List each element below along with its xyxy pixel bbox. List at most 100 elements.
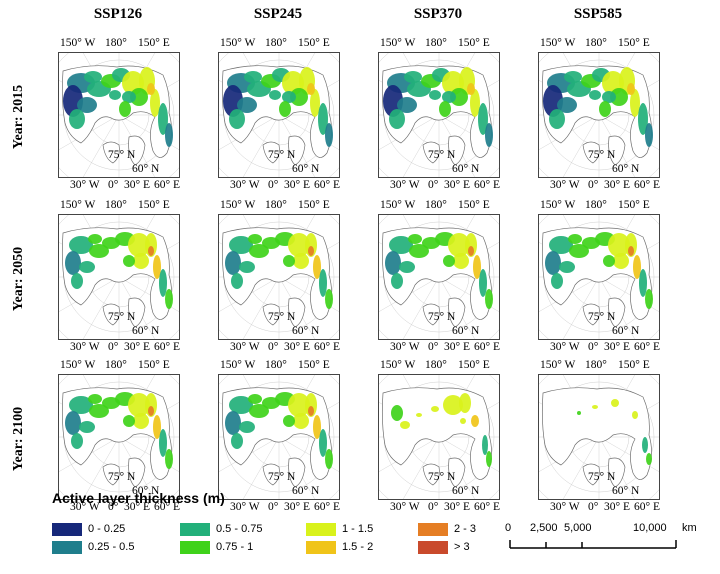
legend-swatch bbox=[180, 522, 210, 536]
graticule-label-180: 180° bbox=[425, 199, 447, 211]
coastline bbox=[102, 303, 120, 326]
coastline bbox=[582, 303, 600, 326]
graticule-meridian bbox=[82, 436, 120, 499]
column-header-ssp585: SSP585 bbox=[573, 6, 623, 22]
permafrost-patch bbox=[543, 85, 563, 117]
arctic-map bbox=[58, 52, 180, 178]
row-header-label: Year: 2100 bbox=[11, 406, 26, 472]
graticule-label-150e: 150° E bbox=[458, 359, 490, 371]
permafrost-patch bbox=[65, 251, 81, 275]
graticule-label-180: 180° bbox=[585, 37, 607, 49]
graticule-label-150w: 150° W bbox=[220, 199, 256, 211]
graticule-label-60e: 60° E bbox=[474, 501, 500, 513]
row-header-1: Year: 2050 bbox=[0, 204, 38, 354]
coastline bbox=[422, 303, 440, 326]
permafrost-patch bbox=[391, 405, 403, 421]
permafrost-patch bbox=[293, 253, 309, 269]
arctic-map bbox=[218, 52, 340, 178]
graticule-label-0: 0° bbox=[108, 341, 119, 353]
permafrost-patch bbox=[89, 244, 109, 258]
graticule-label-150e: 150° E bbox=[138, 37, 170, 49]
permafrost-patch bbox=[611, 399, 619, 407]
legend-label: 0.5 - 0.75 bbox=[216, 523, 263, 535]
permafrost-patch bbox=[282, 91, 296, 103]
graticule-label-150w: 150° W bbox=[60, 199, 96, 211]
permafrost-patch bbox=[147, 83, 155, 95]
coastline bbox=[262, 463, 280, 486]
graticule-label-150w: 150° W bbox=[380, 199, 416, 211]
graticule-label-150e: 150° E bbox=[298, 37, 330, 49]
graticule-label-180: 180° bbox=[585, 199, 607, 211]
permafrost-patch bbox=[443, 395, 463, 415]
coastline bbox=[288, 297, 306, 328]
graticule-label-60n: 60° N bbox=[452, 325, 480, 337]
permafrost-patch bbox=[308, 406, 314, 416]
permafrost-patch bbox=[391, 273, 403, 289]
map-panel-ssp370-1: 150° W 180° 150° E 30° W 0° 30° E 60° E 75° N 60… bbox=[358, 196, 500, 353]
legend-label: > 3 bbox=[454, 541, 470, 553]
scale-bar-line bbox=[509, 540, 677, 549]
permafrost-patch bbox=[248, 394, 262, 404]
permafrost-patch bbox=[577, 411, 581, 415]
graticule-label-60e: 60° E bbox=[314, 341, 340, 353]
permafrost-patch bbox=[613, 253, 629, 269]
permafrost-patch bbox=[385, 251, 401, 275]
graticule-label-30e: 30° E bbox=[604, 179, 630, 191]
graticule-label-30e: 30° E bbox=[124, 179, 150, 191]
permafrost-patch bbox=[225, 251, 241, 275]
scale-unit: km bbox=[682, 522, 697, 534]
graticule-label-30w: 30° W bbox=[550, 179, 580, 191]
permafrost-patch bbox=[313, 415, 321, 439]
graticule-label-150w: 150° W bbox=[220, 37, 256, 49]
permafrost-patch bbox=[479, 269, 487, 297]
permafrost-patch bbox=[239, 421, 255, 433]
permafrost-patch bbox=[239, 261, 255, 273]
graticule-label-75n: 75° N bbox=[268, 471, 296, 483]
graticule-label-60n: 60° N bbox=[292, 325, 320, 337]
row-header-label: Year: 2015 bbox=[11, 84, 26, 150]
permafrost-patch bbox=[559, 261, 575, 273]
permafrost-patch bbox=[592, 405, 598, 409]
permafrost-patch bbox=[632, 411, 638, 419]
permafrost-patch bbox=[319, 269, 327, 297]
legend-label: 0.75 - 1 bbox=[216, 541, 254, 553]
legend-swatch bbox=[306, 522, 336, 536]
arctic-map bbox=[58, 374, 180, 500]
graticule-meridian bbox=[402, 436, 440, 499]
coastline bbox=[448, 135, 466, 166]
graticule-label-30w: 30° W bbox=[390, 501, 420, 513]
coastline bbox=[102, 141, 120, 164]
map-panel-ssp126-0: 150° W 180° 150° E 30° W 0° 30° E 60° E 75° N 60… bbox=[38, 34, 180, 191]
permafrost-patch bbox=[568, 234, 582, 244]
permafrost-patch bbox=[244, 71, 262, 83]
permafrost-patch bbox=[165, 289, 173, 309]
legend-label: 0 - 0.25 bbox=[88, 523, 126, 535]
permafrost-patch bbox=[307, 83, 315, 95]
legend-label: 2 - 3 bbox=[454, 523, 477, 535]
scale-label-10000: 10,000 bbox=[633, 522, 667, 534]
permafrost-patch bbox=[399, 261, 415, 273]
permafrost-patch bbox=[283, 415, 295, 427]
permafrost-patch bbox=[288, 393, 310, 417]
permafrost-patch bbox=[478, 103, 488, 135]
permafrost-patch bbox=[313, 255, 321, 279]
graticule-label-0: 0° bbox=[588, 341, 599, 353]
graticule-label-150w: 150° W bbox=[540, 37, 576, 49]
permafrost-patch bbox=[165, 449, 173, 469]
scale-label-5000: 5,000 bbox=[564, 522, 592, 534]
graticule-label-0: 0° bbox=[428, 501, 439, 513]
permafrost-patch bbox=[443, 255, 455, 267]
permafrost-patch bbox=[84, 71, 102, 83]
graticule-label-75n: 75° N bbox=[588, 149, 616, 161]
row-header-2: Year: 2100 bbox=[0, 364, 38, 514]
coastline bbox=[128, 135, 146, 166]
graticule-label-75n: 75° N bbox=[108, 149, 136, 161]
permafrost-patch bbox=[589, 90, 601, 100]
permafrost-patch bbox=[310, 89, 320, 117]
map-panel-ssp126-2: 150° W 180° 150° E 30° W 0° 30° E 60° E 75° N 60… bbox=[38, 356, 180, 513]
coastline bbox=[102, 463, 120, 486]
permafrost-patch bbox=[633, 255, 641, 279]
graticule-label-30e: 30° E bbox=[444, 501, 470, 513]
legend-swatch bbox=[52, 540, 82, 554]
graticule-label-60e: 60° E bbox=[634, 341, 660, 353]
